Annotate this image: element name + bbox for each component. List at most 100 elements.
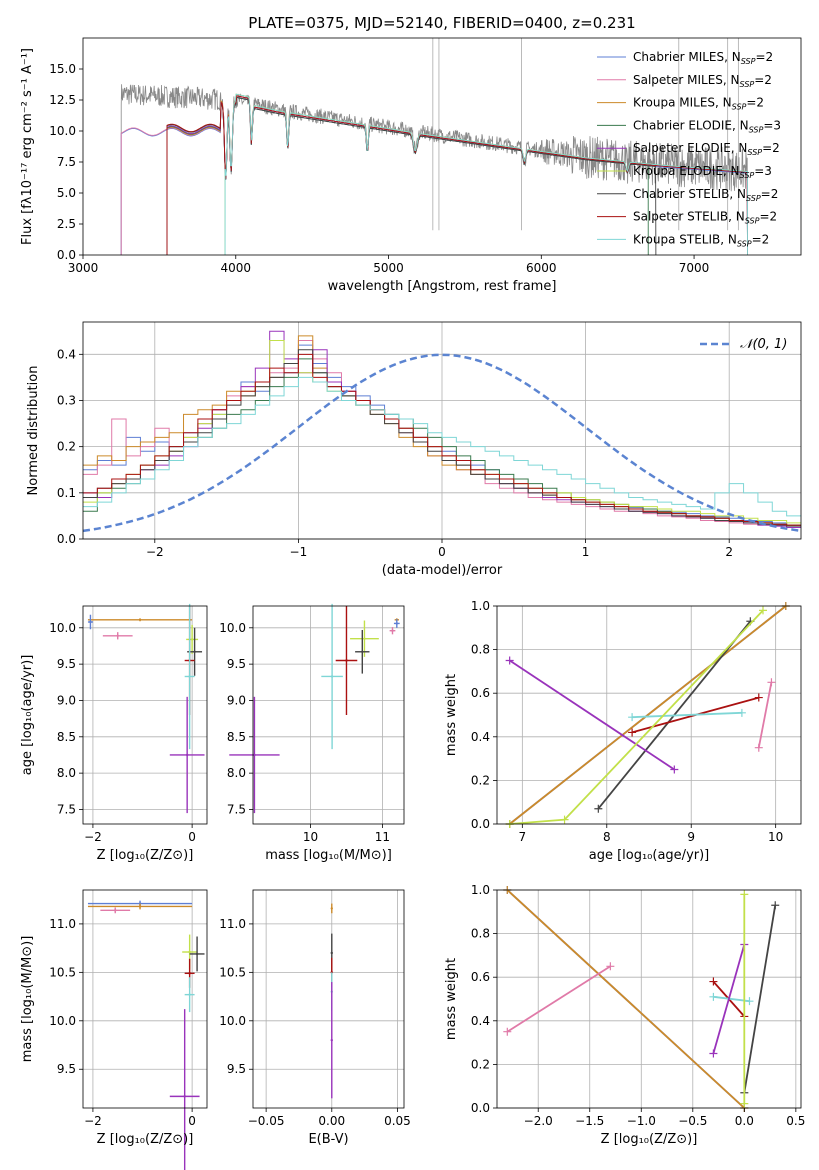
y-axis-label: mass [log₁₀(M/M⊙)] (20, 936, 35, 1063)
y-tick-label: 8.5 (57, 730, 76, 744)
y-tick-label: 5.0 (57, 186, 76, 200)
y-tick-label: 0.2 (471, 773, 490, 787)
point-kroupa-elodie (190, 638, 194, 641)
point-salpeter-miles (391, 629, 394, 632)
weight-marker-kroupa-elodie (740, 890, 749, 899)
y-tick-label: 8.0 (227, 766, 246, 780)
y-tick-label: 2.5 (57, 217, 76, 231)
plot-area (229, 603, 400, 814)
y-tick-label: 10.0 (49, 621, 76, 635)
axes-frame (82, 605, 208, 825)
legend-label-salpeter-stelib: Salpeter STELIB, NSSP=2 (633, 210, 777, 226)
weight-line-kroupa-miles (509, 605, 787, 825)
y-tick-label: 0.0 (471, 817, 490, 831)
legend-label-salpeter-miles: Salpeter MILES, NSSP=2 (633, 73, 772, 89)
point-kroupa-stelib (330, 675, 334, 678)
figure-title: PLATE=0375, MJD=52140, FIBERID=0400, z=0… (248, 14, 635, 32)
x-tick-label: −2 (84, 830, 102, 844)
y-tick-label: 9.0 (227, 693, 246, 707)
point-chabrier-miles (89, 620, 92, 624)
x-tick-label: 10 (768, 830, 783, 844)
axes-frame (252, 889, 405, 1109)
weight-marker-kroupa-stelib (628, 713, 637, 722)
axes: 7 8 9 10 0.0 0.2 0.4 0.6 0.8 1.0 age [log₁₀(age/yr… (444, 599, 802, 863)
legend-label-kroupa-elodie: Kroupa ELODIE, NSSP=3 (633, 164, 772, 180)
y-tick-label: 9.0 (57, 693, 76, 707)
y-tick-label: 15.0 (49, 62, 76, 76)
plot-area (503, 886, 780, 1112)
axes-frame (496, 605, 802, 825)
x-tick-label: 2 (725, 545, 733, 559)
legend-label-salpeter-elodie: Salpeter ELODIE, NSSP=2 (633, 141, 780, 157)
x-tick-label: 0.05 (384, 1114, 411, 1128)
x-axis-label: E(B-V) (308, 1132, 348, 1147)
legend-label-normal: 𝒩(0, 1) (740, 337, 787, 352)
weight-marker-salpeter-miles (754, 743, 763, 752)
y-tick-label: 7.5 (57, 802, 76, 816)
weight-marker-salpeter-miles (606, 962, 615, 971)
spectrum-legend: Chabrier MILES, NSSP=2 Salpeter MILES, NS… (597, 50, 781, 248)
point-salpeter-elodie (253, 753, 256, 757)
weight-marker-chabrier-stelib (594, 804, 603, 813)
y-tick-label: 0.2 (57, 440, 76, 454)
point-salpeter-miles (114, 909, 117, 912)
point-salpeter-elodie (330, 1038, 333, 1042)
x-tick-label: −0.5 (678, 1114, 707, 1128)
point-chabrier-miles (395, 622, 399, 625)
point-kroupa-stelib (188, 993, 191, 996)
y-tick-label: 0.6 (471, 686, 490, 700)
point-chabrier-stelib (330, 951, 333, 955)
panel-weight-vs-z: −2.0 −1.5 −1.0 −0.5 0.0 0.5 0.0 0.2 0.4 0.6 0.8 1.0… (444, 883, 805, 1147)
axes-frame (82, 37, 802, 256)
x-tick-label: 7000 (679, 261, 710, 275)
axes: −2.0 −1.5 −1.0 −0.5 0.0 0.5 0.0 0.2 0.4 0.6 0.8 1.0… (444, 883, 805, 1147)
panel-residuals: 𝒩(0, 1) −2 −1 0 1 2 0.0 0.1 0.2 0.3 0.4 (data-model… (26, 321, 802, 578)
point-chabrier-stelib (193, 650, 196, 653)
weight-marker-salpeter-miles (767, 678, 776, 687)
weight-line-salpeter-miles (757, 682, 773, 748)
y-tick-label: 1.0 (471, 599, 490, 613)
y-tick-label: 8.0 (57, 766, 76, 780)
x-tick-label: 5000 (373, 261, 404, 275)
y-tick-label: 10.0 (49, 1014, 76, 1028)
model-line-chabrier-stelib (166, 96, 657, 255)
x-axis-label: (data-model)/error (382, 563, 503, 578)
y-tick-label: 7.5 (227, 802, 246, 816)
x-tick-label: 1 (582, 545, 590, 559)
x-axis-label: Z [log₁₀(Z/Z⊙)] (97, 1132, 194, 1147)
x-axis-label: Z [log₁₀(Z/Z⊙)] (97, 848, 194, 863)
point-salpeter-elodie (183, 1095, 186, 1098)
chart-panels: Chabrier MILES, NSSP=2 Salpeter MILES, NS… (20, 37, 805, 1170)
legend-label-chabrier-miles: Chabrier MILES, NSSP=2 (633, 50, 773, 66)
y-axis-label: Flux [fλ10⁻¹⁷ erg cm⁻² s⁻¹ A⁻¹] (20, 48, 35, 245)
panel-spectrum: Chabrier MILES, NSSP=2 Salpeter MILES, NS… (20, 37, 802, 294)
weight-line-kroupa-stelib (632, 711, 742, 719)
x-tick-label: 0 (188, 830, 196, 844)
y-tick-label: 10.5 (219, 965, 246, 979)
panel-mass-vs-ebv: −0.05 0.00 0.05 9.5 10.0 10.5 11.0 E(B-V) (219, 889, 411, 1147)
legend-label-kroupa-miles: Kroupa MILES, NSSP=2 (633, 96, 764, 112)
x-tick-label: 0.00 (318, 1114, 345, 1128)
y-axis-label: Normed distribution (26, 366, 41, 496)
weight-marker-salpeter-stelib (754, 693, 763, 702)
histogram-salpeter-stelib (83, 353, 801, 526)
x-tick-label: −0.05 (248, 1114, 285, 1128)
axes-frame (496, 889, 802, 1109)
axes: −2 −1 0 1 2 0.0 0.1 0.2 0.3 0.4 (data-model)/error… (26, 321, 802, 578)
weight-marker-salpeter-stelib (628, 728, 637, 737)
point-kroupa-elodie (363, 637, 366, 640)
y-axis-label: age [log₁₀(age/yr)] (20, 655, 35, 776)
y-tick-label: 0.2 (471, 1057, 490, 1071)
weight-line-kroupa-miles (506, 889, 745, 1109)
model-line-kroupa-stelib (224, 93, 748, 255)
x-tick-label: −1.0 (627, 1114, 656, 1128)
y-tick-label: 0.0 (57, 248, 76, 262)
weight-line-salpeter-elodie (509, 659, 675, 771)
plot-area (87, 900, 205, 1170)
x-axis-label: age [log₁₀(age/yr)] (589, 848, 710, 863)
weight-line-salpeter-miles (506, 965, 611, 1033)
x-tick-label: 9 (687, 830, 695, 844)
point-kroupa-stelib (188, 675, 191, 678)
model-line-chabrier-elodie (166, 96, 649, 255)
